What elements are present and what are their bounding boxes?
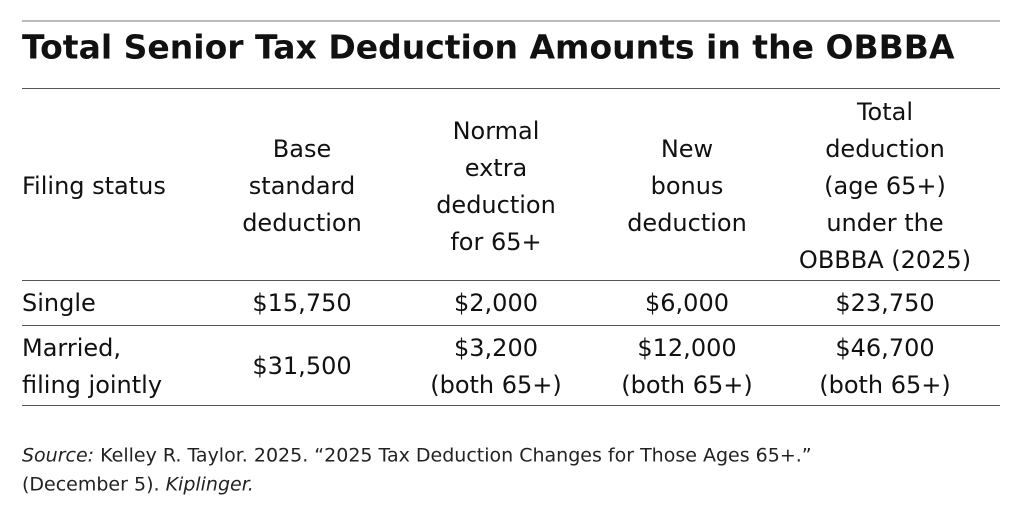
header-cell: Normal xyxy=(452,116,540,145)
table-cell: (both 65+) xyxy=(430,370,562,399)
table-cell: $6,000 xyxy=(645,289,729,317)
source-text: Kelley R. Taylor. 2025. “2025 Tax Deduct… xyxy=(100,444,812,467)
header-cell: deduction xyxy=(825,135,945,163)
source-publication: Kiplinger. xyxy=(165,473,254,496)
header-cell: OBBBA (2025) xyxy=(798,246,972,274)
header-cell: New xyxy=(660,135,714,163)
table-cell: (both 65+) xyxy=(621,370,753,399)
source-line: Source: Kelley R. Taylor. 2025. “2025 Ta… xyxy=(22,444,812,467)
header-cell: for 65+ xyxy=(450,227,542,256)
rule xyxy=(22,405,1000,406)
table-cell: $46,700 xyxy=(835,333,935,362)
header-cell: Base xyxy=(272,135,332,163)
table-cell: $3,200 xyxy=(454,333,538,362)
title: Total Senior Tax Deduction Amounts in th… xyxy=(22,27,955,67)
rule xyxy=(22,325,1000,326)
header-cell: bonus xyxy=(650,172,724,200)
table-cell: Single xyxy=(22,289,96,317)
rule xyxy=(22,280,1000,281)
source-line: (December 5). Kiplinger. xyxy=(22,473,254,496)
header-cell: extra xyxy=(464,153,528,182)
source-label: Source: xyxy=(22,444,95,467)
header-cell: Filing status xyxy=(22,172,166,200)
header-cell: deduction xyxy=(436,190,556,219)
header-cell: under the xyxy=(826,209,944,237)
table-cell: $12,000 xyxy=(637,333,737,362)
header-cell: standard xyxy=(248,172,356,200)
table-cell: $2,000 xyxy=(454,289,538,317)
header-cell: deduction xyxy=(627,209,747,237)
table-cell: (both 65+) xyxy=(819,370,951,399)
table-cell: $23,750 xyxy=(835,289,935,317)
header-cell: Total xyxy=(856,98,914,126)
top-rule xyxy=(22,20,1000,22)
header-cell: deduction xyxy=(242,209,362,237)
rule xyxy=(22,88,1000,89)
source-date: (December 5). xyxy=(22,473,160,496)
header-cell: (age 65+) xyxy=(824,172,946,200)
table-cell: Married, xyxy=(22,333,122,362)
table-cell: $31,500 xyxy=(252,352,352,380)
table-cell: $15,750 xyxy=(252,289,352,317)
table-cell: filing jointly xyxy=(22,370,163,399)
